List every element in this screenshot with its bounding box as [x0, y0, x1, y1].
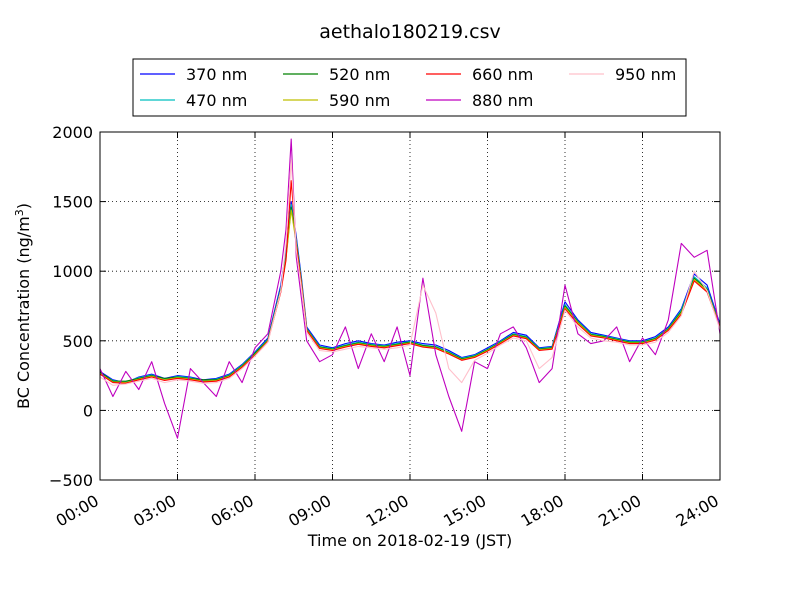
legend-entry: 660 nm: [426, 65, 533, 84]
series-line-880-nm: [99, 138, 721, 439]
legend-entry: 520 nm: [283, 65, 390, 84]
chart-legend: 370 nm 470 nm 520 nm 590 nm 660 nm 880 nm 950 …: [132, 58, 687, 117]
legend-entry: 470 nm: [140, 91, 247, 110]
y-tick-labels: −500 0 500 1000 1500 2000: [49, 123, 93, 490]
y-axis-label-superscript: 3: [13, 209, 26, 216]
chart-title: aethalo180219.csv: [319, 21, 501, 43]
series-line-590-nm: [99, 209, 721, 384]
legend-label: 660 nm: [472, 65, 533, 84]
x-tick-label: 00:00: [53, 491, 102, 531]
x-tick-label: 24:00: [673, 491, 722, 531]
series-line-950-nm: [99, 159, 721, 386]
legend-label: 370 nm: [186, 65, 247, 84]
legend-label: 470 nm: [186, 91, 247, 110]
legend-label: 880 nm: [472, 91, 533, 110]
legend-label: 950 nm: [615, 65, 676, 84]
y-tick-label: 1500: [52, 193, 93, 212]
x-tick-labels: 00:00 03:00 06:00 09:00 12:00 15:00 18:00 21:00…: [53, 491, 722, 531]
legend-label: 520 nm: [329, 65, 390, 84]
y-tick-label: −500: [49, 471, 93, 490]
legend-box: [132, 58, 687, 117]
y-axis-label-close: ): [14, 203, 33, 209]
x-tick-label: 12:00: [363, 491, 412, 531]
y-tick-label: 2000: [52, 123, 93, 142]
x-tick-label: 03:00: [130, 491, 179, 531]
x-tick-label: 18:00: [518, 491, 567, 531]
legend-entry: 880 nm: [426, 91, 533, 110]
x-tick-label: 06:00: [208, 491, 257, 531]
x-tick-label: 09:00: [285, 491, 334, 531]
axis-ticks: [99, 131, 721, 481]
grid-lines: [100, 132, 720, 480]
series-line-660-nm: [99, 180, 721, 384]
x-axis-label: Time on 2018-02-19 (JST): [307, 531, 512, 550]
legend-entry: 370 nm: [140, 65, 247, 84]
x-tick-label: 21:00: [595, 491, 644, 531]
data-series: [99, 138, 721, 439]
y-tick-label: 0: [83, 401, 93, 420]
legend-label: 590 nm: [329, 91, 390, 110]
y-axis-label: BC Concentration (ng/m3): [13, 203, 34, 409]
legend-entry: 950 nm: [569, 65, 676, 84]
legend-entry: 590 nm: [283, 91, 390, 110]
y-tick-label: 500: [62, 332, 93, 351]
y-axis-label-main: BC Concentration (ng/m: [14, 216, 33, 409]
y-tick-label: 1000: [52, 262, 93, 281]
x-tick-label: 15:00: [440, 491, 489, 531]
